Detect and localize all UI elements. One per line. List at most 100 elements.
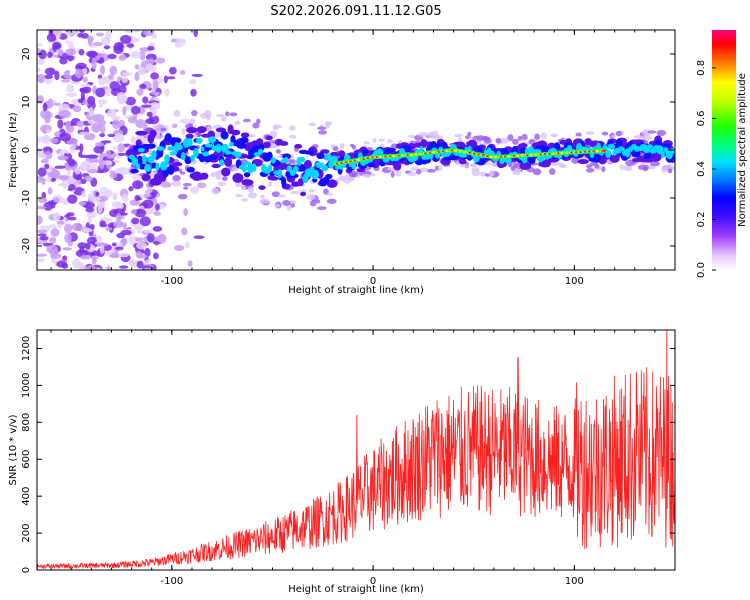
noise-blob [134, 64, 140, 70]
scatter-blob [512, 162, 519, 169]
scatter-blob [459, 164, 469, 168]
ridge-blob [357, 152, 363, 159]
snr-x-label: Height of straight line (km) [288, 584, 424, 595]
noise-blob [57, 49, 64, 57]
ridge-blob [234, 151, 242, 158]
noise-blob [68, 184, 76, 191]
noise-blob [109, 172, 118, 179]
scatter-blob [317, 126, 327, 131]
ridge-blob [176, 143, 183, 151]
scatter-blob [338, 175, 346, 181]
scatter-blob [306, 193, 316, 200]
scatter-blob [152, 125, 160, 129]
noise-blob [117, 42, 124, 51]
ridge-blob [146, 143, 156, 149]
noise-blob [105, 87, 113, 97]
ridge-blob [232, 172, 244, 183]
ridge-blob [169, 151, 178, 156]
noise-blob [175, 38, 187, 42]
noise-blob [66, 30, 79, 36]
noise-blob [87, 37, 93, 47]
y-tick-label: 20 [21, 48, 32, 61]
noise-blob [99, 133, 106, 138]
noise-blob [37, 175, 44, 183]
noise-blob [78, 131, 91, 136]
ridge-blob [202, 151, 210, 157]
ridge-blob [190, 154, 196, 162]
y-tick-label: 0 [21, 567, 32, 573]
scatter-blob [615, 130, 622, 137]
ridge-blob [309, 166, 315, 171]
noise-blob [131, 209, 137, 215]
noise-blob [44, 163, 50, 170]
noise-blob [118, 265, 129, 269]
scatter-blob [372, 137, 377, 143]
noise-blob [146, 111, 153, 117]
ridge-blob [164, 133, 172, 143]
scatter-blob [380, 143, 385, 148]
noise-blob [53, 197, 60, 203]
ridge-blob [403, 145, 412, 151]
scatter-blob [550, 133, 559, 138]
noise-blob [135, 250, 143, 258]
ridge-blob [649, 152, 662, 162]
noise-blob [91, 59, 97, 70]
noise-blob [121, 72, 133, 76]
noise-blob [66, 84, 75, 93]
noise-blob [58, 103, 70, 112]
noise-blob [83, 175, 93, 182]
noise-blob [77, 242, 88, 249]
noise-blob [41, 134, 51, 144]
scatter-blob [252, 122, 260, 129]
noise-blob [174, 244, 185, 252]
ridge-blob [321, 164, 329, 172]
scatter-blob [594, 163, 600, 169]
noise-blob [46, 244, 58, 254]
ridge-blob [130, 168, 139, 174]
noise-blob [47, 187, 53, 195]
ridge-blob [324, 153, 332, 161]
noise-blob [63, 223, 73, 234]
ridge-blob [329, 151, 340, 157]
scatter-blob [633, 135, 644, 139]
noise-blob [48, 224, 57, 229]
scatter-blob [339, 142, 345, 150]
colorbar-ticks: 0.0 0.2 0.4 0.6 0.8 [696, 60, 716, 278]
noise-blob [56, 220, 65, 226]
noise-blob [64, 214, 71, 218]
noise-blob [111, 119, 121, 130]
noise-blob [146, 233, 155, 243]
noise-blob [107, 133, 116, 138]
noise-blob [139, 83, 147, 90]
noise-blob [144, 229, 152, 233]
scatter-blob [282, 199, 291, 207]
noise-blob [37, 258, 45, 263]
spectrogram-x-label: Height of straight line (km) [288, 285, 424, 296]
noise-blob [62, 247, 73, 251]
ridge-blob [193, 147, 199, 158]
scatter-blob [224, 111, 230, 117]
scatter-blob [349, 176, 356, 182]
noise-blob [136, 242, 148, 250]
ridge-blob [174, 142, 180, 153]
x-tick-label: -100 [160, 276, 183, 287]
noise-blob [103, 45, 111, 50]
noise-blob [82, 76, 88, 83]
ridge-blob [367, 162, 376, 168]
scatter-blob [601, 166, 606, 173]
noise-blob [96, 170, 105, 174]
y-tick-label: 200 [21, 524, 32, 543]
ridge-blob [297, 178, 304, 187]
scatter-blob [432, 134, 440, 138]
scatter-blob [437, 165, 443, 171]
ridge-blob [196, 126, 207, 134]
noise-blob [179, 70, 186, 75]
ridge-blob [615, 139, 623, 147]
noise-blob [92, 114, 105, 123]
scatter-blob [318, 130, 328, 135]
scatter-blob [229, 112, 238, 117]
ridge-blob [228, 141, 234, 147]
noise-blob [95, 191, 100, 197]
ridge-blob [577, 159, 589, 165]
noise-blob [41, 191, 47, 200]
